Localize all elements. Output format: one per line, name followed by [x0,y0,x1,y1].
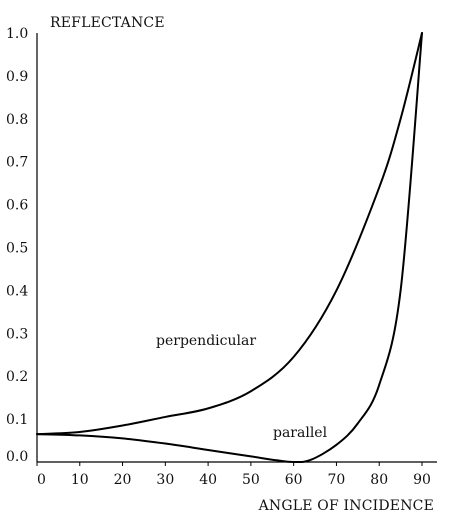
y-tick-label: 0.0 [6,449,28,465]
y-tick-label: 0.7 [6,155,28,171]
x-tick-label: 40 [199,472,217,488]
x-tick-label: 50 [242,472,260,488]
series-line-parallel [36,32,423,464]
y-axis-title: REFLECTANCE [50,15,165,31]
x-tick-label: 80 [370,472,388,488]
y-tick-label: 0.4 [6,283,28,299]
x-tick-label: 30 [156,472,174,488]
y-tick-label: 0.3 [6,326,28,342]
series-layer [36,32,423,464]
x-tick-label: 20 [114,472,132,488]
y-tick-label: 0.8 [6,112,28,128]
y-tick-label: 0.1 [6,412,28,428]
x-tick-labels: 0 10 20 30 40 50 60 70 80 90 [36,462,431,488]
y-tick-label: 0.2 [6,369,28,385]
x-tick-label: 10 [71,472,89,488]
series-label-perpendicular: perpendicular [156,333,256,349]
x-tick-label: 0 [37,472,46,488]
x-axis-title: ANGLE OF INCIDENCE [258,498,434,514]
x-tick-label: 60 [285,472,303,488]
x-tick-label: 90 [413,472,431,488]
y-tick-label: 0.9 [6,69,28,85]
y-tick-label: 0.6 [6,198,28,214]
y-tick-label: 1.0 [6,26,28,42]
y-tick-labels: 0.0 0.1 0.2 0.3 0.4 0.5 0.6 0.7 0.8 0.9 1.0 [6,26,28,465]
x-tick-label: 70 [328,472,346,488]
series-label-parallel: parallel [273,425,328,441]
series-line-perpendicular [36,32,423,436]
y-tick-label: 0.5 [6,241,28,257]
